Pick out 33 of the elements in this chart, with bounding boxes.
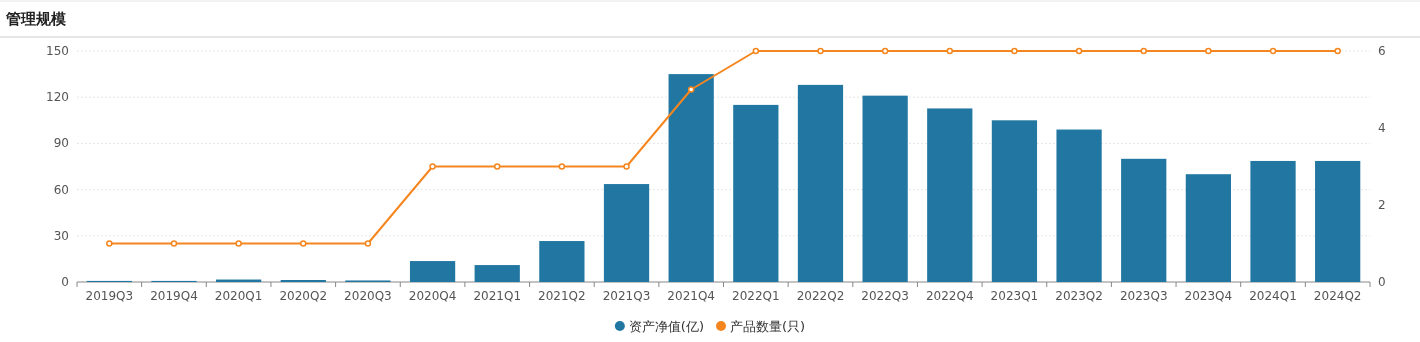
x-tick-label: 2023Q3 <box>1119 289 1168 303</box>
legend-label: 资产净值(亿) <box>628 319 704 334</box>
y2-tick-label: 0 <box>1378 275 1386 289</box>
chart-title: 管理规模 <box>5 10 67 28</box>
x-tick-label: 2022Q2 <box>796 289 845 303</box>
x-tick-label: 2021Q4 <box>667 289 715 303</box>
x-tick-label: 2022Q3 <box>861 289 909 303</box>
x-tick-label: 2020Q3 <box>344 289 392 303</box>
x-tick-label: 2020Q1 <box>214 289 263 303</box>
x-tick-label: 2024Q2 <box>1313 289 1362 303</box>
y2-tick-label: 2 <box>1378 198 1386 212</box>
y-tick-label: 60 <box>53 182 69 197</box>
x-tick-label: 2020Q2 <box>279 289 328 303</box>
x-tick-label: 2021Q1 <box>473 289 522 303</box>
y-tick-label: 0 <box>61 275 69 289</box>
y-tick-label: 30 <box>53 228 69 243</box>
x-tick-label: 2021Q3 <box>602 289 651 303</box>
x-tick-label: 2022Q4 <box>925 289 974 303</box>
x-tick-label: 2020Q4 <box>408 289 457 303</box>
y-tick-label: 90 <box>53 136 69 151</box>
x-tick-label: 2021Q2 <box>538 289 586 303</box>
x-tick-label: 2019Q4 <box>150 289 198 303</box>
x-tick-label: 2023Q1 <box>990 289 1039 303</box>
y-tick-label: 150 <box>46 44 69 58</box>
x-tick-label: 2019Q3 <box>85 289 134 303</box>
y2-tick-label: 6 <box>1378 44 1386 58</box>
y-tick-label: 120 <box>46 90 69 105</box>
y2-tick-label: 4 <box>1378 121 1386 135</box>
x-tick-label: 2023Q4 <box>1184 289 1233 303</box>
x-tick-label: 2022Q1 <box>732 289 780 303</box>
legend-label: 产品数量(只) <box>730 319 806 334</box>
x-tick-label: 2023Q2 <box>1055 289 1103 303</box>
x-tick-label: 2024Q1 <box>1249 289 1297 303</box>
